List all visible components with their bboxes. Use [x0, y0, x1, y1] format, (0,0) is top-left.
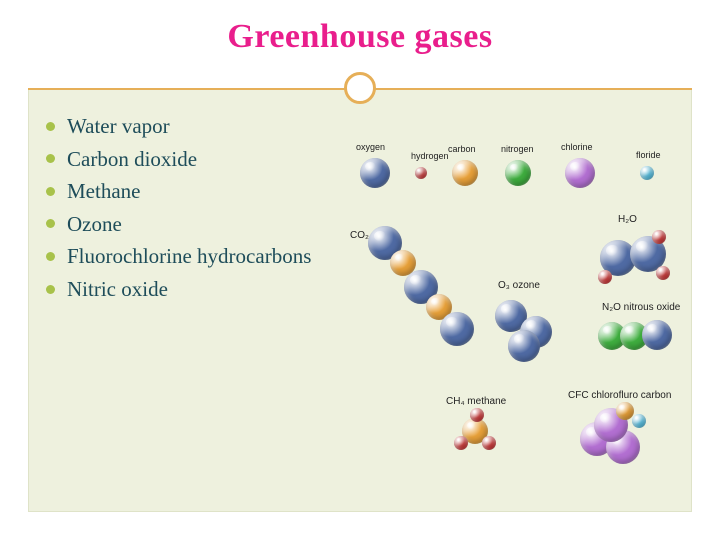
atom-legend-label: nitrogen — [501, 144, 534, 154]
bullet-icon — [46, 285, 55, 294]
gas-list-label: Ozone — [67, 208, 122, 241]
molecule-label: H₂O — [618, 214, 637, 225]
bullet-icon — [46, 154, 55, 163]
atom-ball — [642, 320, 672, 350]
gas-list-item: Water vapor — [46, 110, 311, 143]
gas-list-label: Water vapor — [67, 110, 170, 143]
atom-ball — [652, 230, 666, 244]
atom-legend-label: hydrogen — [411, 151, 449, 161]
atom-ball — [360, 158, 390, 188]
gas-list-label: Methane — [67, 175, 140, 208]
gas-list-item: Ozone — [46, 208, 311, 241]
atom-ball — [470, 408, 484, 422]
atom-legend-label: chlorine — [561, 142, 593, 152]
molecule-label: N₂O nitrous oxide — [602, 302, 680, 313]
gas-list-label: Carbon dioxide — [67, 143, 197, 176]
atom-ball — [565, 158, 595, 188]
slide-title: Greenhouse gases — [28, 18, 692, 56]
atom-ball — [454, 436, 468, 450]
gas-list: Water vaporCarbon dioxideMethaneOzoneFlu… — [46, 110, 311, 305]
slide: Greenhouse gases Water vaporCarbon dioxi… — [0, 0, 720, 540]
atom-ball — [482, 436, 496, 450]
gas-list-item: Carbon dioxide — [46, 143, 311, 176]
atom-ball — [656, 266, 670, 280]
bullet-icon — [46, 122, 55, 131]
atom-ball — [640, 166, 654, 180]
atom-ball — [598, 270, 612, 284]
gas-list-item: Nitric oxide — [46, 273, 311, 306]
atom-ball — [415, 167, 427, 179]
atom-ball — [616, 402, 634, 420]
atom-ball — [440, 312, 474, 346]
title-ring-icon — [344, 72, 376, 104]
atom-legend-label: carbon — [448, 144, 476, 154]
molecule-label: CH₄ methane — [446, 396, 506, 407]
bullet-icon — [46, 252, 55, 261]
bullet-icon — [46, 187, 55, 196]
atom-legend-label: oxygen — [356, 142, 385, 152]
atom-ball — [508, 330, 540, 362]
atom-legend-label: floride — [636, 150, 661, 160]
gas-list-item: Methane — [46, 175, 311, 208]
molecule-label: CO₂ — [350, 230, 369, 241]
gas-list-label: Fluorochlorine hydrocarbons — [67, 240, 311, 273]
molecule-diagram: oxygen hydrogencarbon nitrogen chlorine flor… — [350, 130, 700, 510]
gas-list-item: Fluorochlorine hydrocarbons — [46, 240, 311, 273]
gas-list-label: Nitric oxide — [67, 273, 168, 306]
atom-ball — [505, 160, 531, 186]
molecule-label: O₃ ozone — [498, 280, 540, 291]
molecule-label: CFC chlorofluro carbon — [568, 390, 671, 401]
atom-ball — [452, 160, 478, 186]
bullet-icon — [46, 219, 55, 228]
atom-ball — [632, 414, 646, 428]
